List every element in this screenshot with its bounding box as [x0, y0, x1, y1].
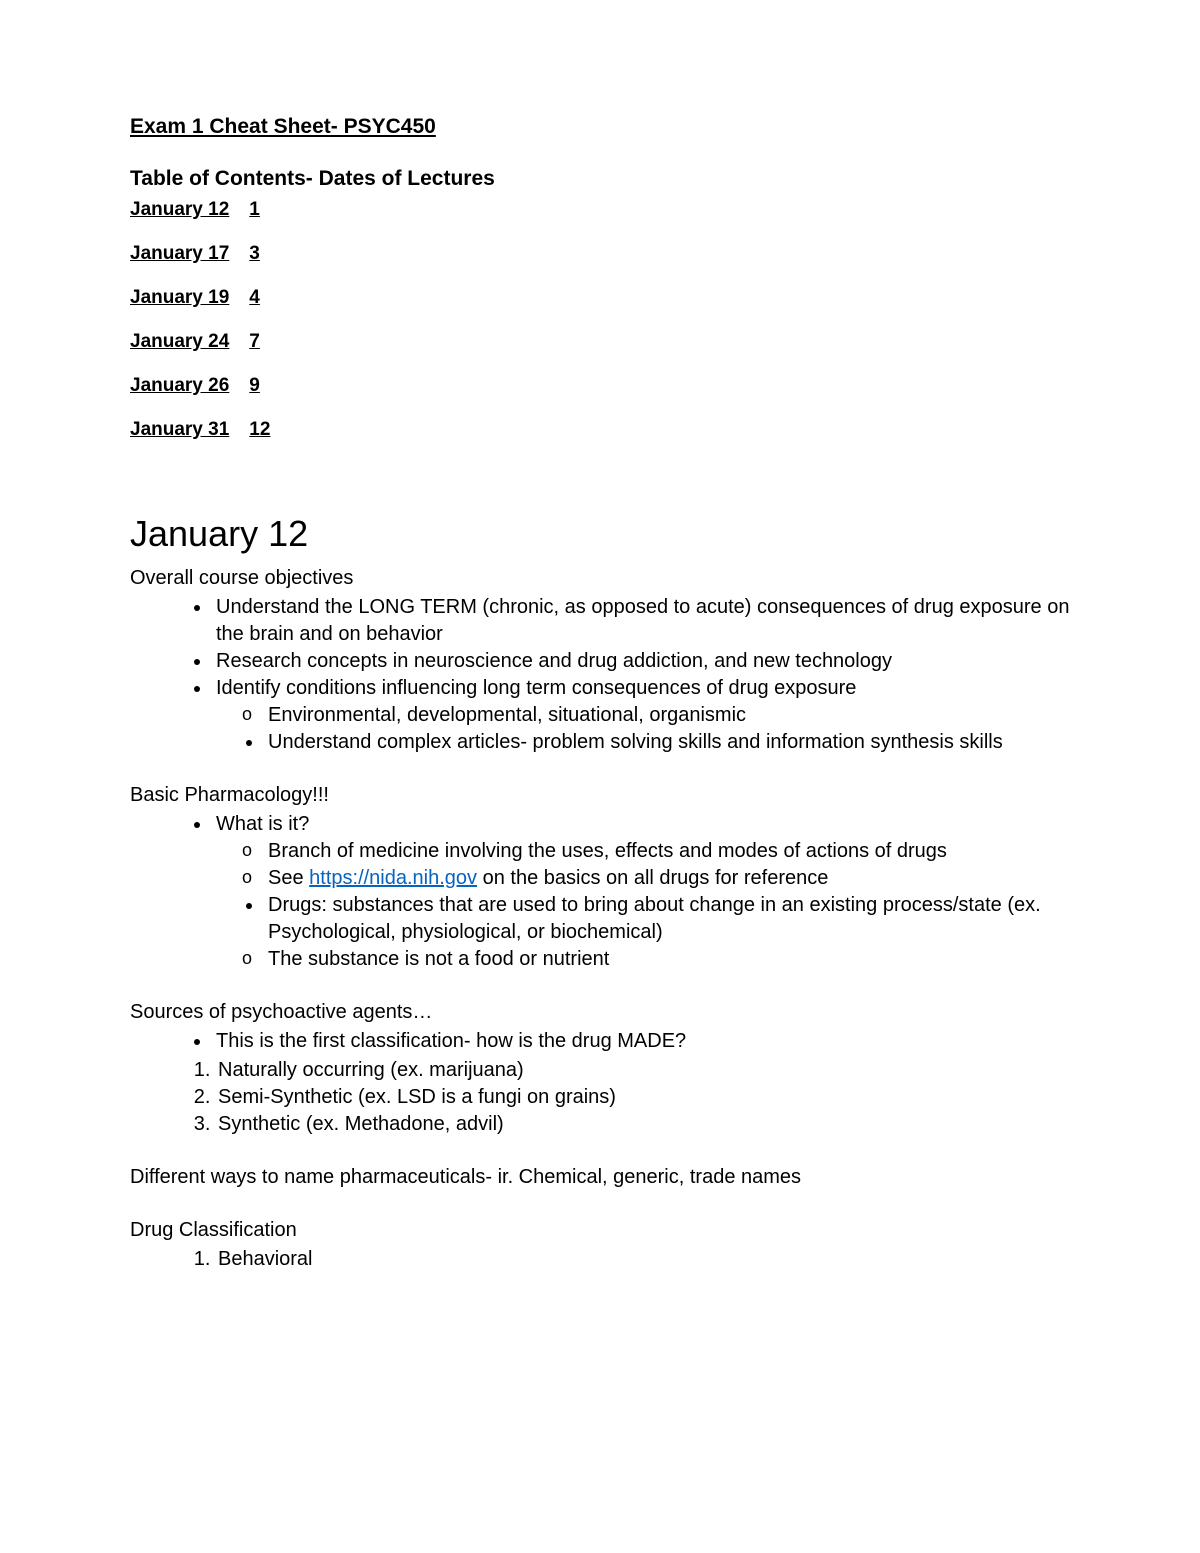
document-title: Exam 1 Cheat Sheet- PSYC450 — [130, 115, 1070, 139]
toc-page: 9 — [249, 375, 260, 396]
sources-intro-list: This is the first classification- how is… — [130, 1028, 1070, 1055]
toc-date: January 12 — [130, 199, 229, 220]
toc-date: January 31 — [130, 419, 229, 440]
sub-list: Environmental, developmental, situationa… — [216, 702, 1070, 729]
toc-entry[interactable]: January 17 3 — [130, 243, 1070, 265]
sub-list: Understand complex articles- problem sol… — [216, 729, 1070, 756]
toc-page: 4 — [249, 287, 260, 308]
list-item-text: What is it? — [216, 813, 309, 835]
list-item: Branch of medicine involving the uses, e… — [264, 838, 1070, 865]
nida-link[interactable]: https://nida.nih.gov — [309, 867, 477, 889]
sub-list: Branch of medicine involving the uses, e… — [216, 838, 1070, 892]
toc-entry[interactable]: January 19 4 — [130, 287, 1070, 309]
subsection-label: Overall course objectives — [130, 565, 1070, 592]
list-item: The substance is not a food or nutrient — [264, 946, 1070, 973]
section-heading: January 12 — [130, 513, 1070, 555]
classification-list: Behavioral — [130, 1246, 1070, 1273]
subsection-label: Basic Pharmacology!!! — [130, 782, 1070, 809]
list-item: Synthetic (ex. Methadone, advil) — [216, 1111, 1070, 1138]
toc-entry[interactable]: January 26 9 — [130, 375, 1070, 397]
toc-entry[interactable]: January 31 12 — [130, 419, 1070, 441]
toc-date: January 26 — [130, 375, 229, 396]
list-item: Drugs: substances that are used to bring… — [264, 892, 1070, 946]
body-paragraph: Different ways to name pharmaceuticals- … — [130, 1164, 1070, 1191]
toc-page: 3 — [249, 243, 260, 264]
list-item: Understand complex articles- problem sol… — [264, 729, 1070, 756]
list-item: Research concepts in neuroscience and dr… — [212, 648, 1070, 675]
sources-numbered-list: Naturally occurring (ex. marijuana) Semi… — [130, 1057, 1070, 1138]
list-item-text: Identify conditions influencing long ter… — [216, 677, 856, 699]
list-item: Understand the LONG TERM (chronic, as op… — [212, 594, 1070, 648]
toc-entry[interactable]: January 24 7 — [130, 331, 1070, 353]
list-item: What is it? Branch of medicine involving… — [212, 811, 1070, 973]
toc-date: January 17 — [130, 243, 229, 264]
list-item: This is the first classification- how is… — [212, 1028, 1070, 1055]
sub-list: The substance is not a food or nutrient — [216, 946, 1070, 973]
toc-entry[interactable]: January 12 1 — [130, 199, 1070, 221]
toc-date: January 24 — [130, 331, 229, 352]
list-item: Naturally occurring (ex. marijuana) — [216, 1057, 1070, 1084]
list-item: Identify conditions influencing long ter… — [212, 675, 1070, 756]
text-prefix: See — [268, 867, 309, 889]
list-item: See https://nida.nih.gov on the basics o… — [264, 865, 1070, 892]
toc-date: January 19 — [130, 287, 229, 308]
toc-page: 7 — [249, 331, 260, 352]
list-item: Semi-Synthetic (ex. LSD is a fungi on gr… — [216, 1084, 1070, 1111]
subsection-label: Drug Classification — [130, 1217, 1070, 1244]
toc-page: 1 — [249, 199, 260, 220]
objectives-list: Understand the LONG TERM (chronic, as op… — [130, 594, 1070, 756]
toc-heading: Table of Contents- Dates of Lectures — [130, 167, 1070, 191]
list-item: Behavioral — [216, 1246, 1070, 1273]
subsection-label: Sources of psychoactive agents… — [130, 999, 1070, 1026]
pharmacology-list: What is it? Branch of medicine involving… — [130, 811, 1070, 973]
sub-list: Drugs: substances that are used to bring… — [216, 892, 1070, 946]
toc-page: 12 — [249, 419, 270, 440]
text-suffix: on the basics on all drugs for reference — [477, 867, 828, 889]
list-item: Environmental, developmental, situationa… — [264, 702, 1070, 729]
